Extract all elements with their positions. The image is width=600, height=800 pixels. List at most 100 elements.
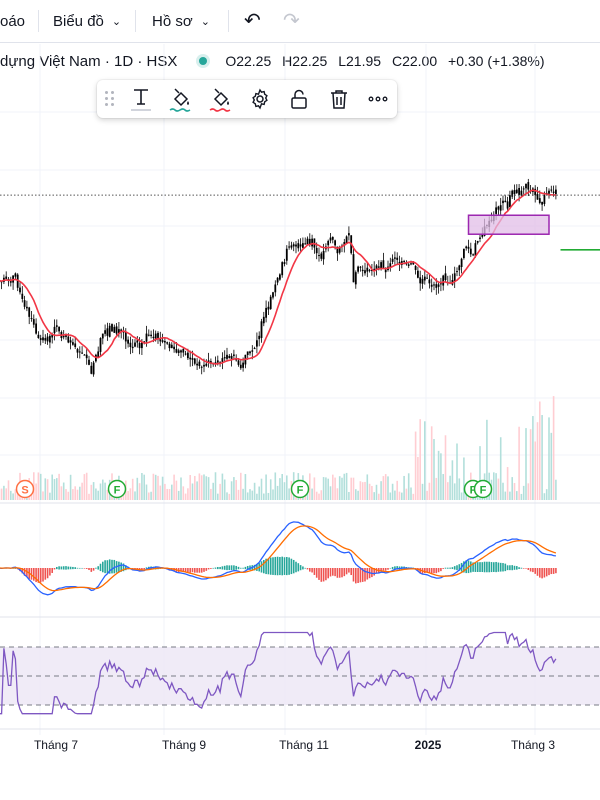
candle-body — [430, 284, 433, 287]
candle-body — [173, 346, 175, 350]
candle-body — [336, 246, 339, 254]
candle-body — [267, 306, 270, 310]
candle-body — [49, 335, 51, 343]
volume-bar — [380, 481, 382, 500]
macd-histogram-bar — [228, 565, 231, 571]
macd-histogram-bar — [486, 561, 488, 573]
candle-body — [90, 365, 93, 374]
volume-bar — [283, 482, 286, 500]
text-icon[interactable] — [124, 80, 158, 118]
candle-body — [511, 190, 514, 197]
macd-histogram-bar — [545, 568, 548, 577]
macd-histogram-bar — [543, 568, 546, 578]
macd-histogram-bar — [513, 565, 516, 570]
undo-icon[interactable]: ↶ — [244, 10, 261, 32]
candle-body — [166, 342, 169, 344]
drag-handle-icon[interactable] — [105, 91, 115, 107]
unlock-icon[interactable] — [282, 80, 316, 118]
candle-body — [35, 323, 37, 334]
candle-body — [258, 335, 261, 340]
candle-body — [364, 270, 366, 274]
volume-bar — [451, 460, 454, 500]
macd-histogram-bar — [67, 566, 70, 570]
candle-body — [522, 188, 525, 190]
volume-bar — [198, 473, 201, 500]
candle-body — [83, 354, 86, 356]
candle-body — [120, 329, 123, 332]
volume-bar — [168, 489, 171, 500]
candle-body — [410, 263, 412, 265]
macd-histogram-bar — [60, 566, 63, 570]
fill-color-icon[interactable] — [163, 80, 197, 118]
macd-histogram-bar — [276, 556, 279, 576]
candle-body — [239, 364, 242, 369]
volume-bar — [249, 489, 251, 500]
volume-bar — [0, 488, 3, 500]
symbol-title[interactable]: dựng Việt Nam · 1D · HSX — [0, 52, 178, 70]
volume-bar — [136, 477, 139, 500]
macd-histogram-bar — [184, 568, 187, 572]
more-icon[interactable] — [361, 80, 395, 118]
macd-histogram-bar — [118, 561, 120, 573]
macd-histogram-bar — [37, 568, 40, 583]
volume-bar — [148, 492, 150, 500]
volume-bar — [152, 473, 155, 500]
volume-bar — [378, 493, 380, 500]
candle-body — [262, 316, 265, 324]
macd-histogram-bar — [187, 568, 189, 573]
volume-bar — [529, 429, 532, 500]
profile-menu-button[interactable]: Hồ sơ ⌄ — [152, 0, 210, 42]
macd-histogram-bar — [350, 568, 352, 576]
candle-body — [129, 342, 132, 347]
volume-bar — [373, 492, 375, 500]
volume-bar — [131, 478, 134, 500]
candle-body — [180, 350, 182, 353]
volume-bar — [387, 476, 389, 500]
moving-average-line — [0, 189, 556, 365]
reports-menu[interactable]: oáo — [0, 0, 25, 42]
volume-bar — [527, 483, 530, 500]
candle-body — [260, 321, 263, 338]
macd-histogram-bar — [304, 567, 306, 569]
candle-body — [463, 248, 465, 259]
chart-menu-button[interactable]: Biểu đồ ⌄ — [53, 0, 121, 42]
candle-body — [398, 261, 401, 264]
redo-icon[interactable]: ↷ — [283, 10, 300, 32]
macd-histogram-bar — [205, 568, 208, 571]
trash-icon[interactable] — [322, 80, 356, 118]
settings-gear-icon[interactable] — [243, 80, 277, 118]
volume-bar — [33, 472, 35, 500]
candle-body — [55, 325, 58, 327]
macd-histogram-bar — [286, 556, 288, 576]
macd-histogram-bar — [451, 567, 454, 569]
candle-body — [338, 247, 341, 253]
volume-bar — [309, 473, 311, 500]
candle-body — [481, 234, 484, 237]
candle-body — [251, 350, 254, 352]
volume-bar — [269, 479, 272, 500]
candle-body — [198, 361, 201, 366]
macd-histogram-bar — [83, 568, 86, 569]
candle-body — [161, 340, 164, 342]
candle-body — [359, 266, 362, 268]
macd-histogram-bar — [281, 556, 283, 576]
candle-body — [343, 242, 346, 246]
candle-body — [290, 245, 293, 248]
candle-body — [226, 354, 228, 359]
macd-histogram-bar — [207, 568, 210, 570]
candle-body — [375, 265, 378, 271]
x-axis-tick-label: Tháng 11 — [279, 738, 329, 752]
volume-bar — [421, 483, 424, 500]
candle-body — [177, 350, 180, 353]
macd-histogram-bar — [511, 565, 513, 571]
volume-bar — [479, 446, 481, 500]
volume-bar — [417, 456, 419, 500]
macd-histogram-bar — [433, 568, 435, 574]
macd-histogram-bar — [525, 568, 527, 569]
volume-bar — [72, 489, 74, 500]
line-color-icon[interactable] — [203, 80, 237, 118]
macd-histogram-bar — [550, 568, 553, 575]
macd-histogram-bar — [318, 568, 320, 580]
volume-bar — [81, 482, 83, 500]
